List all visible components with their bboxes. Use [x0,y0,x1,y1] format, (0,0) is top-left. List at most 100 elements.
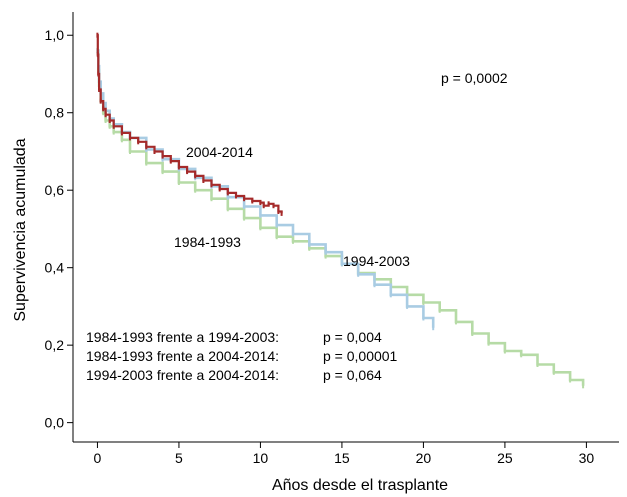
censor-mark-1984-1993-20 [308,245,311,251]
censor-mark-2004-2014-21 [218,186,221,192]
y-tick-label-4: 0,8 [45,105,65,121]
censor-mark-1984-1993-21 [324,253,327,259]
censor-mark-2004-2014-25 [251,198,254,204]
comparison-p-3: p = 0,064 [323,367,382,383]
censor-mark-1994-2003-10 [145,147,148,152]
censor-mark-2004-2014-14 [161,153,164,159]
censor-mark-1984-1993-32 [503,348,506,354]
censor-mark-2004-2014-8 [112,123,115,129]
censor-mark-1994-2003-26 [406,303,409,309]
censor-mark-2004-2014-0 [96,32,99,38]
series-line-2004-2014 [96,34,283,214]
censor-mark-1984-1993-18 [275,234,278,240]
censor-mark-1994-2003-19 [292,231,294,237]
censor-mark-1984-1993-36 [569,377,572,383]
censor-mark-2004-2014-16 [177,164,180,170]
censor-mark-1984-1993-31 [487,340,490,346]
censor-mark-1984-1993-6 [108,123,111,129]
censor-mark-1984-1993-16 [243,215,246,221]
comparison-table: 1984-1993 frente a 1994-2003: p = 0,004 … [86,329,398,383]
censor-mark-2004-2014-12 [145,144,148,150]
censor-mark-1984-1993-9 [129,149,131,154]
censor-mark-1984-1993-37 [582,383,585,389]
censor-mark-1984-1993-30 [471,331,474,336]
censor-mark-2004-2014-23 [235,193,237,199]
censor-mark-1984-1993-12 [177,180,180,185]
censor-mark-1994-2003-28 [432,325,435,331]
censor-mark-2004-2014-22 [226,190,229,196]
censor-mark-2004-2014-11 [137,139,140,145]
censor-mark-2004-2014-10 [129,135,131,141]
series-2004-2014 [96,32,283,216]
censor-mark-1984-1993-27 [422,300,425,305]
censor-mark-1984-1993-7 [112,129,115,135]
censor-mark-1984-1993-10 [145,160,148,166]
y-tick-label-5: 1,0 [45,27,65,43]
censor-mark-2004-2014-27 [262,203,265,209]
censor-mark-2004-2014-18 [194,173,197,179]
censor-mark-1994-2003-16 [243,204,246,209]
x-tick-label-3: 15 [334,450,350,466]
censor-mark-2004-2014-15 [169,158,172,164]
censor-mark-1994-2003-18 [275,222,278,228]
y-axis-label: Supervivencia acumulada [12,138,29,321]
censor-mark-1984-1993-35 [552,369,555,375]
series-line-1994-2003 [97,49,435,328]
comparison-p-2: p = 0,00001 [323,348,398,364]
censor-mark-1994-2003-24 [373,282,376,288]
censor-mark-2004-2014-20 [210,182,213,188]
censor-mark-1984-1993-13 [194,187,197,193]
censor-mark-1984-1993-8 [120,137,123,143]
x-axis: 0 5 10 15 20 25 30 [73,441,619,466]
censor-mark-1984-1993-5 [104,118,107,123]
series-layer [96,32,585,389]
series-label-1994-2003: 1994-2003 [343,253,410,269]
censor-mark-2004-2014-30 [277,209,280,214]
censor-mark-1984-1993-14 [210,196,213,202]
x-tick-label-5: 25 [497,450,513,466]
y-tick-label-1: 0,2 [45,337,65,353]
x-tick-label-4: 20 [416,450,432,466]
y-tick-label-0: 0,0 [45,415,65,431]
censor-mark-1994-2003-11 [161,156,164,162]
censor-mark-1984-1993-29 [455,319,457,325]
censor-mark-1994-2003-25 [389,292,392,298]
x-tick-label-2: 10 [253,450,269,466]
censor-mark-1984-1993-15 [226,206,229,212]
censor-mark-1984-1993-17 [259,225,262,231]
y-tick-label-3: 0,6 [45,182,65,198]
censor-mark-1984-1993-4 [102,110,105,116]
censor-mark-2004-2014-29 [272,203,275,209]
censor-mark-1994-2003-17 [259,212,262,218]
censor-mark-2004-2014-3 [98,87,101,92]
x-tick-label-0: 0 [94,450,102,466]
censor-mark-1984-1993-11 [161,169,164,175]
censor-mark-2004-2014-5 [102,106,105,112]
censor-mark-2004-2014-17 [186,169,189,175]
censor-mark-2004-2014-19 [202,178,205,183]
censor-mark-1994-2003-23 [357,271,360,277]
x-axis-label: Años desde el trasplante [272,477,448,494]
x-tick-label-6: 30 [579,450,595,466]
censor-mark-2004-2014-7 [108,118,111,123]
censor-mark-1994-2003-21 [324,249,327,255]
censor-mark-2004-2014-24 [243,196,246,202]
y-axis: 0,0 0,2 0,4 0,6 0,8 1,0 [45,12,74,442]
censor-mark-2004-2014-26 [259,200,262,206]
series-label-2004-2014: 2004-2014 [186,144,253,160]
series-1994-2003 [96,48,435,331]
censor-mark-2004-2014-6 [104,112,107,118]
comparison-pair-1: 1984-1993 frente a 1994-2003: [86,329,279,345]
comparison-pair-3: 1994-2003 frente a 2004-2014: [86,367,279,383]
censor-mark-2004-2014-4 [99,98,102,104]
censor-mark-2004-2014-2 [97,71,100,77]
comparison-pair-2: 1984-1993 frente a 2004-2014: [86,348,279,364]
censor-mark-2004-2014-28 [267,201,270,207]
censor-mark-1984-1993-34 [536,362,539,367]
x-tick-label-1: 5 [175,450,183,466]
censor-mark-1994-2003-20 [308,241,311,247]
censor-mark-1994-2003-15 [226,194,229,200]
global-p-value: p = 0,0002 [441,70,508,86]
series-line-1984-1993 [97,49,585,386]
